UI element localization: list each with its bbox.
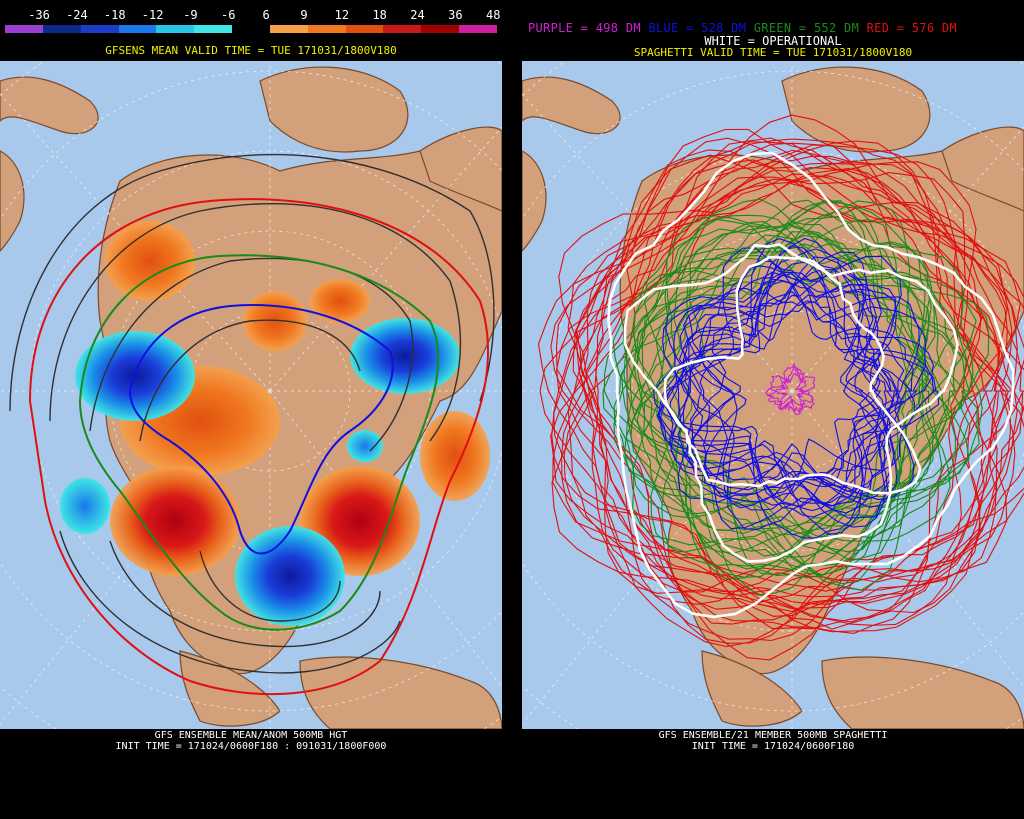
spaghetti-contour-line <box>576 154 1018 661</box>
spaghetti-contour-line <box>665 273 927 530</box>
anomaly-colorbar: -36 -24 -18 -12 -9 -6 6 9 12 18 24 36 48 <box>0 0 502 36</box>
right-footer-title: GFS ENSEMBLE/21 MEMBER 500MB SPAGHETTI <box>658 730 888 741</box>
contour-legend: PURPLE = 498 DM BLUE = 528 DM GREEN = 55… <box>528 21 957 35</box>
mean-anomaly-panel: -36 -24 -18 -12 -9 -6 6 9 12 18 24 36 48 GFSENS MEAN… <box>0 0 502 819</box>
colorbar-segment <box>156 25 195 33</box>
spaghetti-panel: PURPLE = 498 DM BLUE = 528 DM GREEN = 55… <box>522 0 1024 819</box>
left-valid-time: GFSENS MEAN VALID TIME = TUE 171031/1800… <box>105 44 397 57</box>
colorbar-segment <box>118 25 157 33</box>
colorbar-segment <box>269 25 308 33</box>
spaghetti-contour-line <box>658 280 892 492</box>
spaghetti-contour-line <box>607 151 1015 619</box>
spaghetti-contour-line <box>551 161 997 630</box>
colorbar-label: 48 <box>485 8 501 22</box>
colorbar-segment <box>42 25 81 33</box>
spaghetti-contour-line <box>550 141 1024 610</box>
spaghetti-contour-line <box>677 256 882 536</box>
colorbar-label: 9 <box>300 8 308 22</box>
legend-red: RED = 576 DM <box>866 21 957 35</box>
colorbar-swatches <box>5 25 497 33</box>
spaghetti-contour-line <box>683 291 914 509</box>
spaghetti-contour-line <box>662 278 920 531</box>
spaghetti-contour-line <box>613 200 943 576</box>
spaghetti-contour-line <box>551 138 1024 610</box>
spaghetti-map <box>522 61 1024 729</box>
colorbar-label: 6 <box>262 8 270 22</box>
right-valid-time: SPAGHETTI VALID TIME = TUE 171031/1800V1… <box>633 46 913 59</box>
spaghetti-contour-line <box>657 260 915 501</box>
colorbar-label: -6 <box>221 8 236 22</box>
colorbar-segment <box>194 25 233 33</box>
legend-white: WHITE = OPERATIONAL <box>704 34 842 48</box>
spaghetti-contour-line <box>553 172 985 617</box>
spaghetti-contour-line <box>575 128 1024 648</box>
spaghetti-contour-line <box>578 137 1000 596</box>
legend-blue: BLUE = 528 DM <box>648 21 747 35</box>
spaghetti-contour-line <box>621 242 933 557</box>
legend-purple: PURPLE = 498 DM <box>528 21 641 35</box>
colorbar-segment <box>232 25 270 33</box>
spaghetti-contour-line <box>612 234 977 576</box>
panel-separator <box>502 0 522 819</box>
spaghetti-contour-line <box>669 237 895 528</box>
spaghetti-contour-line <box>550 168 1008 623</box>
right-footer-init: INIT TIME = 171024/0600F180 <box>691 741 855 752</box>
spaghetti-contour-line <box>558 173 1024 634</box>
spaghetti-contour-line <box>563 149 1024 598</box>
spaghetti-contour-line <box>677 265 936 503</box>
spaghetti-contour-line <box>602 199 951 542</box>
colorbar-label: 12 <box>334 8 350 22</box>
mean-anomaly-map <box>0 61 502 729</box>
spaghetti-contour-line <box>669 248 901 519</box>
colorbar-label: -9 <box>183 8 198 22</box>
colorbar-label: 36 <box>448 8 463 22</box>
colorbar-label: -12 <box>141 8 164 22</box>
spaghetti-contour-line <box>555 175 1021 630</box>
colorbar-segment <box>383 25 422 33</box>
spaghetti-contour-line <box>653 288 897 512</box>
spaghetti-contour-line <box>677 238 898 508</box>
spaghetti-contour-line <box>663 255 922 495</box>
colorbar-segment <box>307 25 346 33</box>
colorbar-segment <box>421 25 460 33</box>
colorbar-label: -18 <box>103 8 126 22</box>
spaghetti-map-svg <box>522 61 1024 729</box>
spaghetti-contour-line <box>679 287 934 507</box>
colorbar-label: -24 <box>66 8 88 22</box>
legend-green: GREEN = 552 DM <box>753 21 860 35</box>
spaghetti-contour-line <box>625 200 956 555</box>
spaghetti-contour-line <box>641 218 957 596</box>
spaghetti-contour-line <box>768 371 816 416</box>
mean-map-svg <box>0 61 502 729</box>
spaghetti-contour-line <box>623 243 959 563</box>
spaghetti-contour-line <box>592 137 1024 644</box>
spaghetti-contour-line <box>567 114 1018 614</box>
colorbar-segment <box>80 25 119 33</box>
colorbar-segment <box>459 25 497 33</box>
left-footer-title: GFS ENSEMBLE MEAN/ANOM 500MB HGT <box>154 730 348 741</box>
colorbar-segment <box>5 25 43 33</box>
spaghetti-contour-line <box>681 261 892 501</box>
colorbar-label: -36 <box>28 8 50 22</box>
colorbar-label: 18 <box>372 8 387 22</box>
colorbar-label: 24 <box>410 8 425 22</box>
spaghetti-contours <box>537 114 1024 661</box>
left-footer-init: INIT TIME = 171024/0600F180 : 091031/180… <box>115 741 387 752</box>
spaghetti-contour-line <box>629 210 926 585</box>
spaghetti-contour-line <box>613 202 948 591</box>
colorbar-segment <box>345 25 384 33</box>
